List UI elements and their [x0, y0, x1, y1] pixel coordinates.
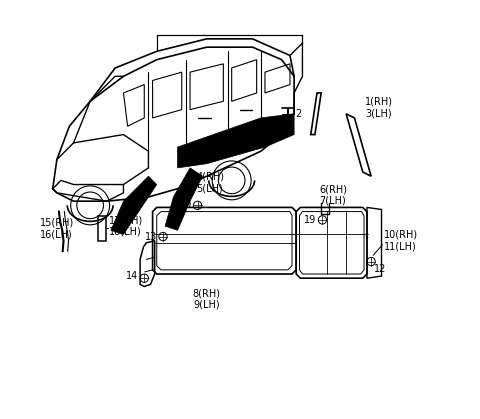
Polygon shape [165, 168, 203, 230]
Polygon shape [111, 176, 157, 235]
Text: 19: 19 [180, 199, 192, 210]
Text: 2: 2 [295, 109, 301, 119]
Text: 14: 14 [126, 271, 138, 281]
Text: 19: 19 [304, 215, 316, 225]
Text: 17(RH)
18(LH): 17(RH) 18(LH) [109, 215, 143, 237]
Text: 6(RH)
7(LH): 6(RH) 7(LH) [319, 184, 347, 206]
Text: 13: 13 [144, 232, 157, 242]
Text: 8(RH)
9(LH): 8(RH) 9(LH) [192, 288, 221, 310]
Text: 10(RH)
11(LH): 10(RH) 11(LH) [384, 230, 418, 251]
Polygon shape [178, 114, 294, 168]
Text: 12: 12 [374, 264, 387, 274]
Text: 4(RH)
5(LH): 4(RH) 5(LH) [196, 172, 224, 193]
Text: 15(RH)
16(LH): 15(RH) 16(LH) [40, 217, 74, 239]
Text: 1(RH)
3(LH): 1(RH) 3(LH) [365, 97, 393, 118]
